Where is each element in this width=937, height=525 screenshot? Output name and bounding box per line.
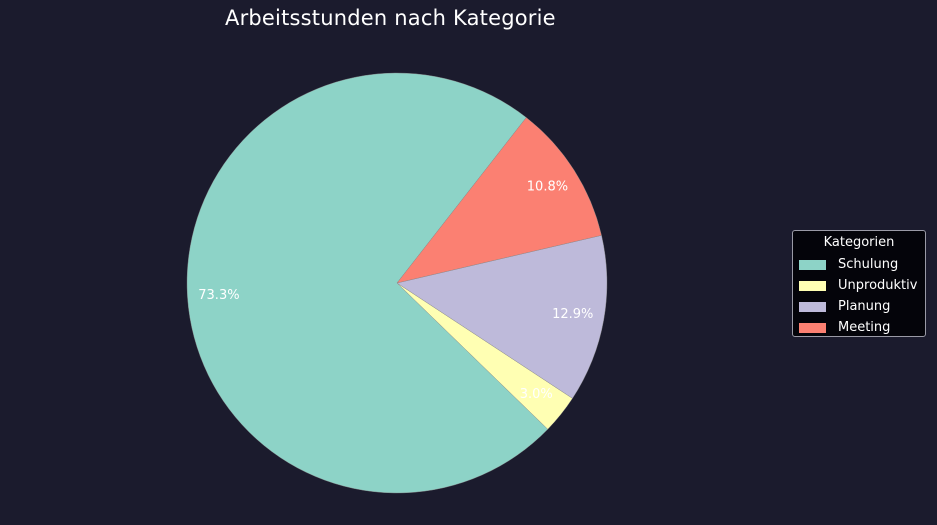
pct-label-meeting: 10.8% bbox=[527, 179, 568, 194]
legend-label: Meeting bbox=[838, 320, 891, 335]
pie-slice-schulung bbox=[186, 72, 549, 494]
pct-label-schulung: 73.3% bbox=[198, 288, 239, 303]
legend-title: Kategorien bbox=[823, 235, 895, 250]
pct-label-unproduktiv: 3.0% bbox=[520, 387, 553, 402]
legend-swatch bbox=[799, 301, 826, 312]
legend-item-unproduktiv: Unproduktiv bbox=[793, 275, 925, 296]
pie-labels: 73.3% 3.0% 12.9% 10.8% bbox=[198, 179, 593, 402]
legend: Kategorien Schulung Unproduktiv Planung Mee… bbox=[792, 230, 926, 337]
pie-slice-planung bbox=[396, 235, 608, 399]
legend-swatch bbox=[799, 280, 826, 291]
pie-slice-meeting bbox=[396, 117, 602, 284]
legend-items: Schulung Unproduktiv Planung Meeting bbox=[793, 254, 925, 338]
legend-item-schulung: Schulung bbox=[793, 254, 925, 275]
pct-label-planung: 12.9% bbox=[552, 307, 593, 322]
legend-label: Unproduktiv bbox=[838, 278, 918, 293]
chart-title: Arbeitsstunden nach Kategorie bbox=[225, 6, 556, 30]
legend-item-meeting: Meeting bbox=[793, 317, 925, 338]
legend-swatch bbox=[799, 259, 826, 270]
legend-label: Planung bbox=[838, 299, 891, 314]
legend-swatch bbox=[799, 322, 826, 333]
legend-label: Schulung bbox=[838, 257, 899, 272]
legend-item-planung: Planung bbox=[793, 296, 925, 317]
pie-slices bbox=[186, 72, 608, 494]
